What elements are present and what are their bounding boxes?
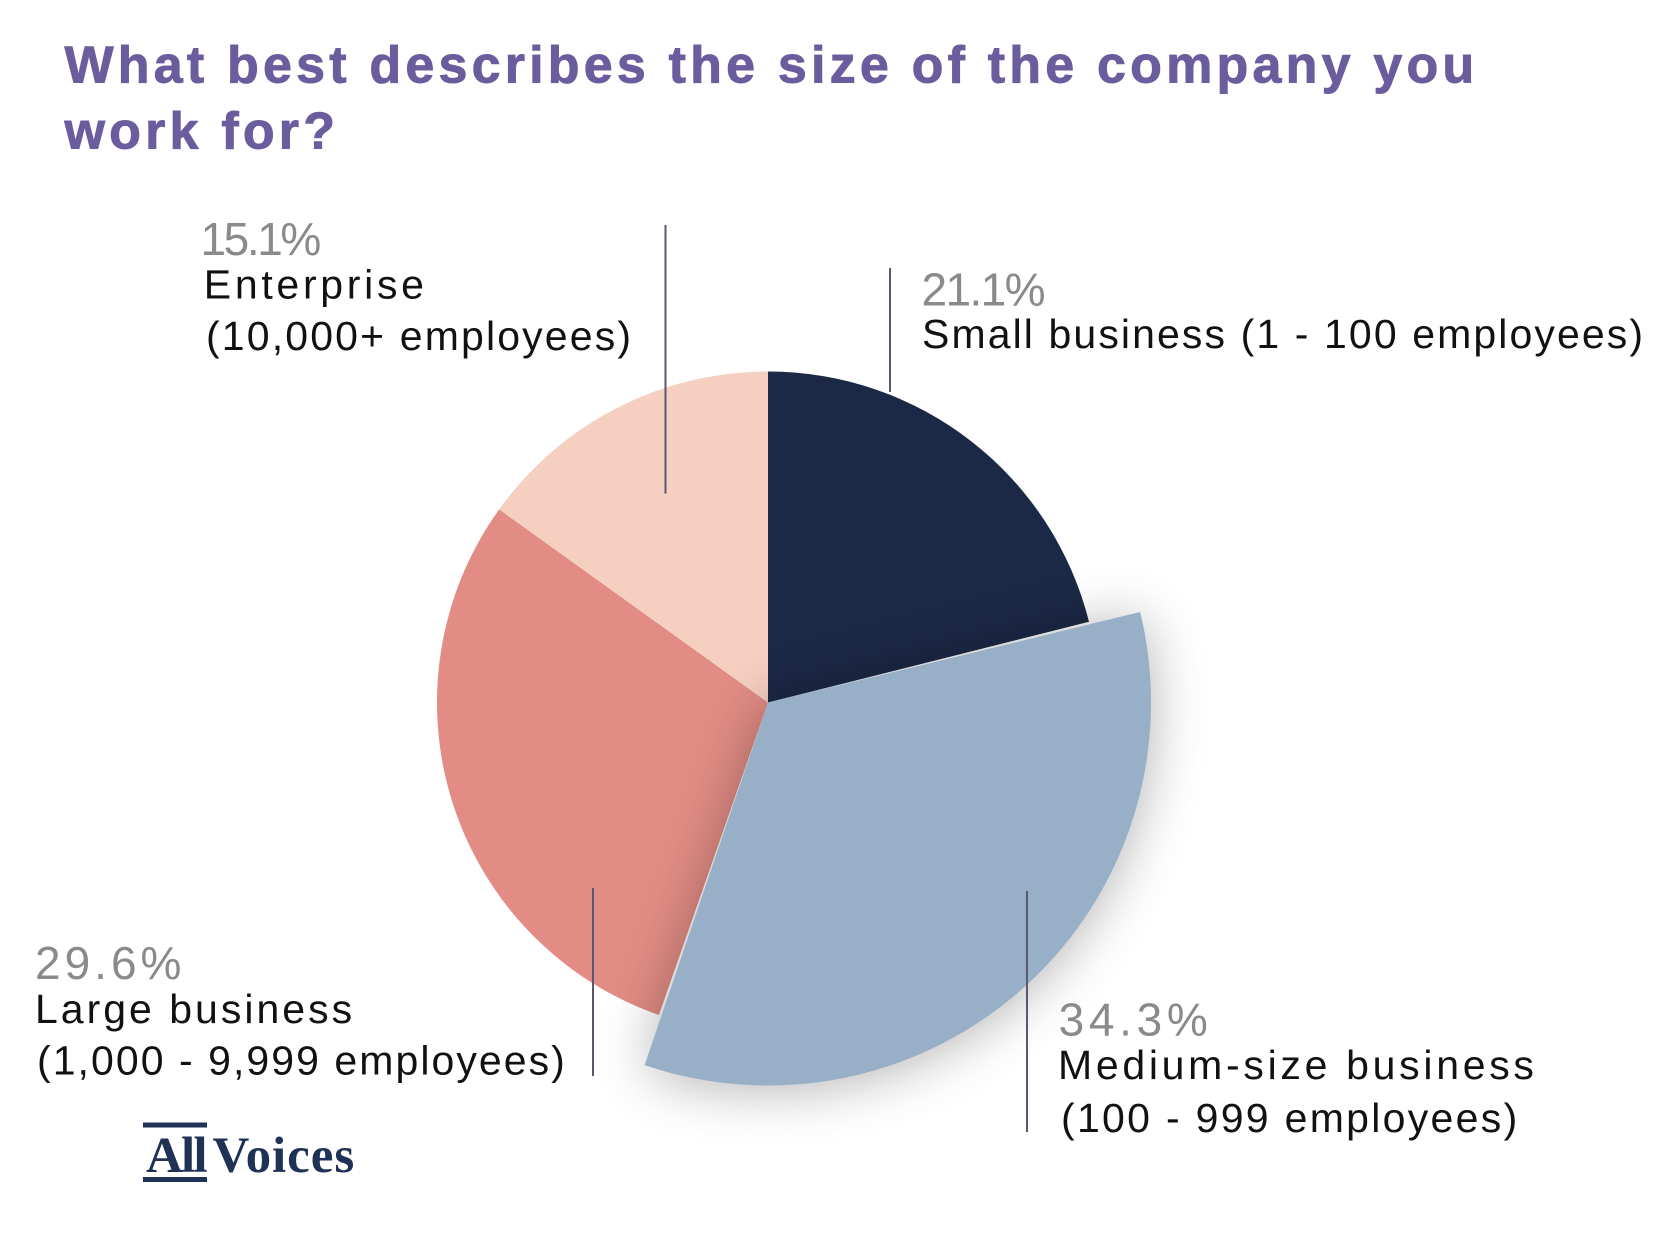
svg-text:Large business: Large business — [35, 986, 355, 1032]
svg-text:Enterprise: Enterprise — [204, 262, 428, 308]
svg-text:Small business (1 - 100 employ: Small business (1 - 100 employees) — [922, 311, 1645, 357]
svg-text:(1,000 - 9,999 employees): (1,000 - 9,999 employees) — [37, 1038, 567, 1084]
svg-text:What best describes the size o: What best describes the size of the comp… — [65, 37, 1479, 95]
svg-text:34.3%: 34.3% — [1059, 994, 1213, 1046]
svg-text:Medium-size business: Medium-size business — [1058, 1042, 1538, 1088]
svg-text:29.6%: 29.6% — [35, 937, 185, 989]
svg-text:15.1%: 15.1% — [201, 213, 321, 265]
svg-text:Voices: Voices — [213, 1128, 356, 1184]
svg-text:work for?: work for? — [64, 103, 340, 161]
svg-text:All: All — [146, 1128, 207, 1184]
svg-text:(10,000+ employees): (10,000+ employees) — [206, 313, 633, 359]
svg-text:21.1%: 21.1% — [922, 264, 1045, 316]
svg-text:(100 - 999 employees): (100 - 999 employees) — [1061, 1095, 1520, 1141]
